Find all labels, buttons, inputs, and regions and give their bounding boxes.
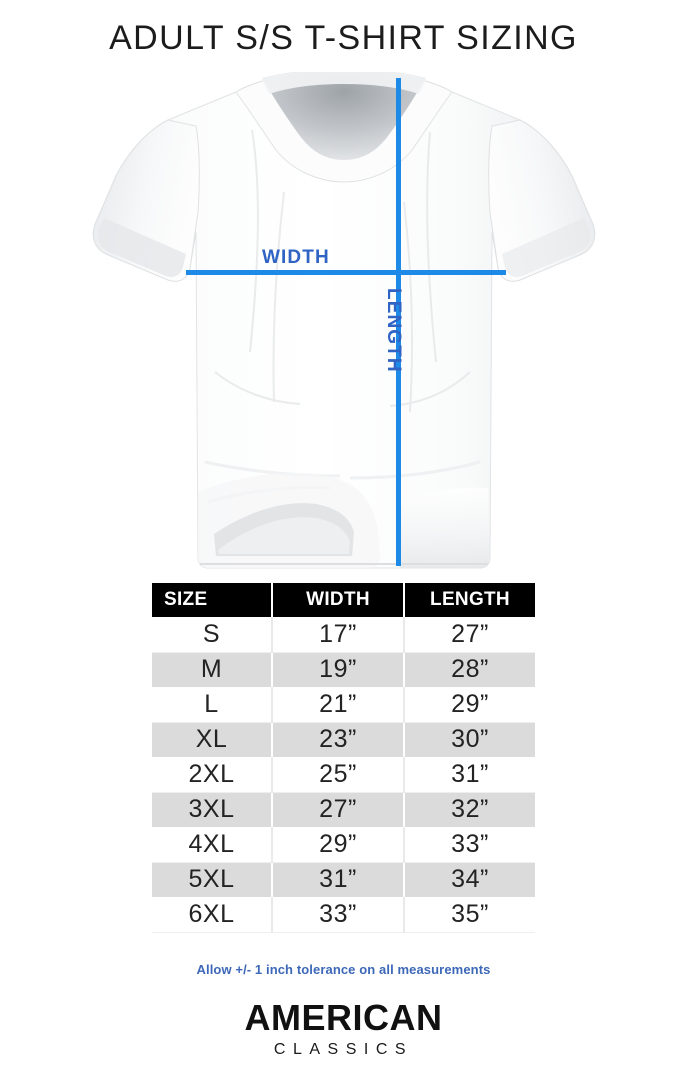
cell-width: 17” xyxy=(272,617,405,653)
table-row: XL 23” 30” xyxy=(152,722,535,757)
table-row: 5XL 31” 34” xyxy=(152,862,535,897)
brand-tagline: CLASSICS xyxy=(273,1041,414,1058)
cell-length: 28” xyxy=(404,652,535,687)
cell-size: 2XL xyxy=(152,757,273,793)
cell-size: 6XL xyxy=(152,897,273,933)
cell-width: 19” xyxy=(272,652,405,687)
width-label: WIDTH xyxy=(262,247,330,268)
column-header-length: LENGTH xyxy=(404,583,535,617)
cell-size: 4XL xyxy=(152,827,273,863)
tshirt-photo xyxy=(0,72,687,572)
cell-length: 31” xyxy=(404,757,535,793)
width-guide-line xyxy=(186,270,506,275)
tolerance-note: Allow +/- 1 inch tolerance on all measur… xyxy=(196,962,491,977)
page-title: ADULT S/S T-SHIRT SIZING xyxy=(109,19,578,57)
table-header-row: SIZE WIDTH LENGTH xyxy=(152,583,535,617)
length-label: LENGTH xyxy=(383,288,404,373)
column-header-width: WIDTH xyxy=(272,583,405,617)
table-row: 6XL 33” 35” xyxy=(152,897,535,933)
size-table-wrapper: SIZE WIDTH LENGTH S 17” 27” M 19” 28” L xyxy=(152,583,535,933)
cell-length: 35” xyxy=(404,897,535,933)
table-row: 3XL 27” 32” xyxy=(152,792,535,827)
cell-size: S xyxy=(152,617,273,653)
cell-width: 31” xyxy=(272,862,405,897)
cell-length: 29” xyxy=(404,687,535,723)
cell-length: 30” xyxy=(404,722,535,757)
table-row: S 17” 27” xyxy=(152,617,535,653)
cell-width: 27” xyxy=(272,792,405,827)
cell-length: 34” xyxy=(404,862,535,897)
cell-length: 32” xyxy=(404,792,535,827)
cell-size: M xyxy=(152,652,273,687)
cell-size: XL xyxy=(152,722,273,757)
cell-size: 5XL xyxy=(152,862,273,897)
column-header-size: SIZE xyxy=(152,583,273,617)
cell-size: L xyxy=(152,687,273,723)
cell-width: 29” xyxy=(272,827,405,863)
cell-width: 21” xyxy=(272,687,405,723)
cell-width: 33” xyxy=(272,897,405,933)
size-table: SIZE WIDTH LENGTH S 17” 27” M 19” 28” L xyxy=(152,583,535,933)
cell-length: 33” xyxy=(404,827,535,863)
size-table-head: SIZE WIDTH LENGTH xyxy=(152,583,535,617)
table-row: L 21” 29” xyxy=(152,687,535,723)
table-row: 4XL 29” 33” xyxy=(152,827,535,863)
cell-length: 27” xyxy=(404,617,535,653)
size-table-body: S 17” 27” M 19” 28” L 21” 29” XL 23” xyxy=(152,617,535,933)
cell-width: 23” xyxy=(272,722,405,757)
cell-width: 25” xyxy=(272,757,405,793)
brand-logo: AMERICAN CLASSICS xyxy=(0,1000,687,1059)
length-guide-line xyxy=(396,78,401,566)
cell-size: 3XL xyxy=(152,792,273,827)
brand-name: AMERICAN xyxy=(244,997,443,1038)
table-row: 2XL 25” 31” xyxy=(152,757,535,793)
table-row: M 19” 28” xyxy=(152,652,535,687)
